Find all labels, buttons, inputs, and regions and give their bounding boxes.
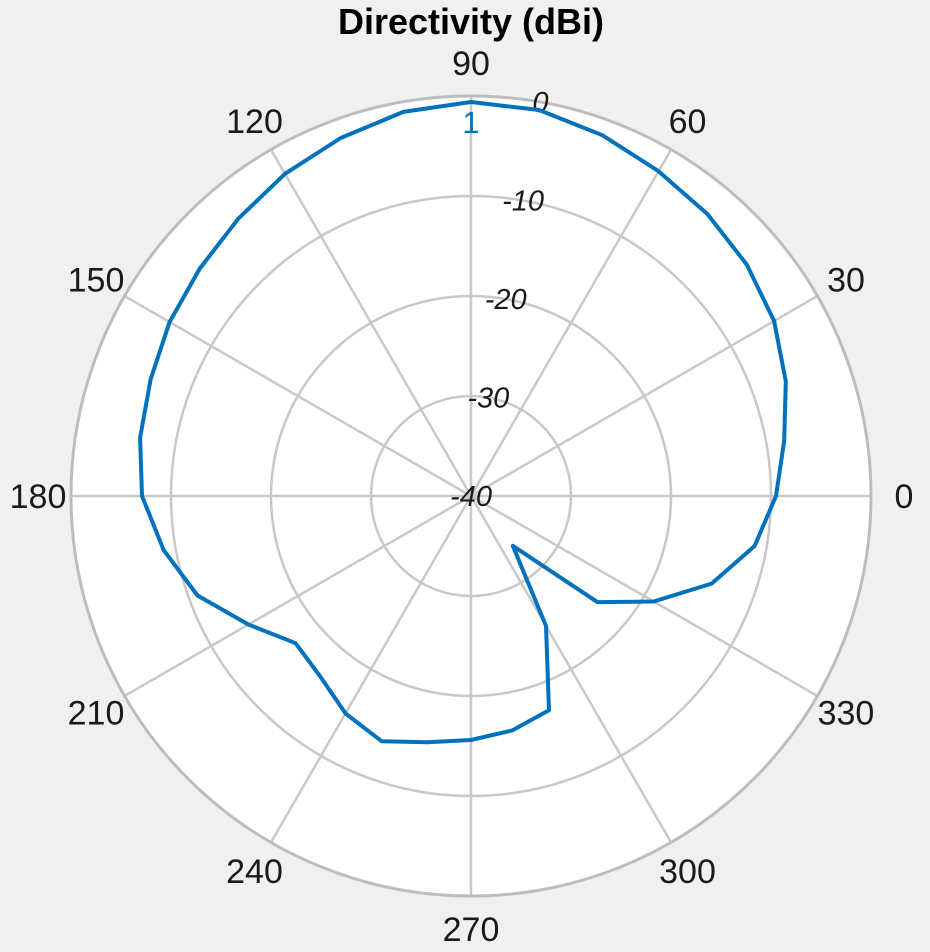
theta-tick-label: 60 <box>669 103 707 141</box>
r-tick-label: -10 <box>502 186 544 218</box>
r-grid-ring-3 <box>169 194 773 798</box>
theta-tick-label: 120 <box>226 103 283 141</box>
theta-tick-label: 240 <box>226 853 283 891</box>
theta-tick-label: 30 <box>827 262 865 300</box>
theta-tick-label: 210 <box>68 695 125 733</box>
chart-title: Directivity (dBi) <box>338 1 604 42</box>
r-tick-label: -20 <box>485 284 527 316</box>
r-grid-ring-4 <box>69 94 873 898</box>
theta-tick-label: 0 <box>895 478 914 516</box>
theta-tick-label: 180 <box>10 478 67 516</box>
theta-tick-label: 300 <box>659 853 716 891</box>
theta-tick-label: 150 <box>68 262 125 300</box>
theta-tick-label: 330 <box>818 695 875 733</box>
series-line-1 <box>138 100 788 745</box>
theta-tick-label: 90 <box>452 45 490 83</box>
polar-plot-area: 0 30 60 90 120 150 180 210 240 270 300 330 -40 -30 -20… <box>10 45 914 949</box>
r-grid-ring-1 <box>369 394 573 598</box>
series-label: 1 <box>462 105 479 140</box>
r-grid-ring-2 <box>269 294 673 698</box>
theta-tick-label: 270 <box>443 911 500 949</box>
r-tick-label: -30 <box>467 383 509 415</box>
r-tick-label: -40 <box>450 481 492 513</box>
